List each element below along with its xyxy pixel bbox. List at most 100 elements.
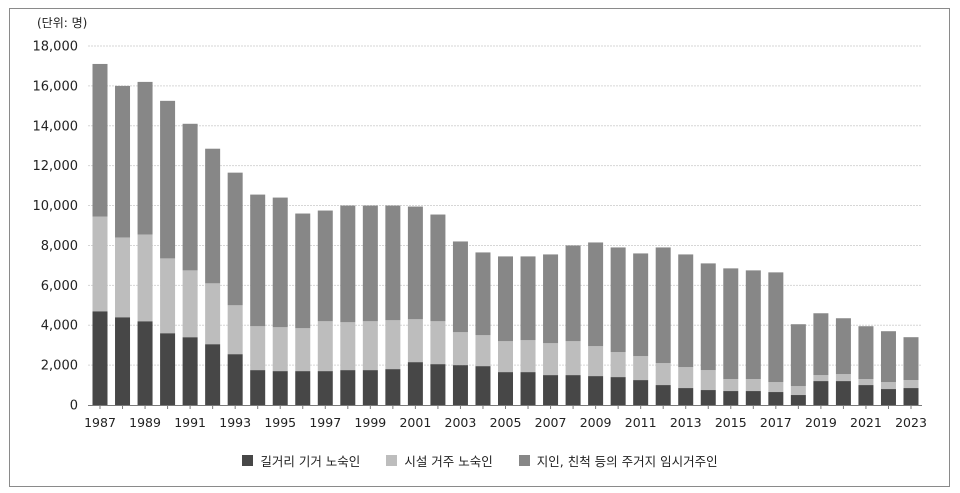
x-tick-label: 1999 (354, 415, 386, 430)
bar-series1-2010 (610, 352, 626, 378)
bar-series1-2023 (903, 380, 919, 389)
bar-series1-1988 (115, 237, 131, 318)
bar-series2-2017 (768, 272, 784, 383)
bar-series1-1995 (272, 327, 288, 372)
bar-series2-2006 (520, 256, 536, 341)
bar-series0-2023 (903, 388, 919, 405)
bar-series2-2004 (475, 252, 491, 336)
legend-item-street: 길거리 기거 노숙인 (242, 451, 360, 470)
bar-series2-1998 (340, 205, 356, 323)
bar-series2-2003 (452, 241, 468, 333)
bar-series2-1993 (227, 172, 243, 306)
bar-series0-2013 (678, 388, 694, 405)
y-tick-label: 10,000 (33, 199, 79, 214)
axes: 0 2,000 4,000 6,000 8,000 10,000 12,000 14,000 1… (33, 40, 927, 431)
bar-series2-1995 (272, 197, 288, 328)
x-tick-label: 1995 (264, 415, 296, 430)
bar-series0-1996 (295, 371, 311, 405)
x-tick-label: 2005 (490, 415, 522, 430)
bar-series1-1996 (295, 328, 311, 372)
x-tick-label: 2001 (399, 415, 431, 430)
bar-series1-1994 (250, 326, 266, 371)
bar-series2-2023 (903, 337, 919, 381)
bar-series1-2004 (475, 335, 491, 367)
bar-series1-2003 (452, 332, 468, 366)
x-tick-label: 2017 (760, 415, 792, 430)
unit-label: (단위: 명) (37, 16, 88, 30)
bar-series2-2011 (633, 253, 649, 357)
bar-series1-2015 (723, 379, 739, 392)
bar-series0-2009 (588, 376, 604, 405)
bar-series2-1996 (295, 213, 311, 329)
bar-series1-2002 (430, 321, 446, 365)
bar-series2-1988 (115, 85, 131, 238)
legend-swatch-facility (386, 454, 398, 466)
bar-series2-2007 (543, 254, 559, 344)
bar-series0-2020 (835, 381, 851, 405)
bar-series2-2013 (678, 254, 694, 368)
x-tick-label: 2019 (805, 415, 837, 430)
bar-series1-1993 (227, 305, 243, 355)
bar-series0-2010 (610, 377, 626, 405)
bar-series1-2012 (655, 363, 671, 386)
y-tick-label: 14,000 (33, 119, 79, 134)
legend-label-temporary: 지인, 친척 등의 주거지 임시거주인 (536, 453, 718, 469)
bar-series2-1992 (205, 148, 221, 284)
bar-series1-2016 (745, 379, 761, 392)
y-tick-label: 2,000 (41, 359, 78, 374)
bar-series1-1987 (92, 216, 108, 312)
bar-series2-2002 (430, 214, 446, 322)
bars (92, 63, 919, 405)
bar-series2-2005 (498, 256, 513, 342)
legend-item-temporary: 지인, 친척 등의 주거지 임시거주인 (518, 451, 718, 470)
legend-item-facility: 시설 거주 노숙인 (386, 451, 493, 470)
x-tick-label: 1989 (129, 415, 161, 430)
bar-series0-1988 (115, 317, 131, 405)
chart-frame (9, 8, 950, 487)
bar-series2-1994 (250, 194, 266, 327)
bar-series0-2022 (880, 389, 896, 405)
bar-series1-2021 (858, 379, 874, 386)
bar-series0-1991 (182, 337, 198, 405)
bar-series2-2000 (385, 205, 401, 321)
bar-series0-2018 (790, 395, 806, 405)
legend-swatch-street (242, 454, 254, 466)
bar-series0-1990 (160, 333, 176, 405)
bar-series0-2014 (700, 390, 716, 405)
legend-label-street: 길거리 기거 노숙인 (260, 453, 361, 469)
bar-series1-2007 (543, 343, 559, 376)
stacked-bar-chart: 0 2,000 4,000 6,000 8,000 10,000 12,000 14,000 1… (33, 40, 927, 431)
bar-series0-2001 (407, 362, 423, 405)
bar-series0-2003 (452, 365, 468, 405)
x-tick-label: 2007 (535, 415, 567, 430)
bar-series1-2008 (565, 341, 581, 376)
bar-series1-2013 (678, 367, 694, 389)
legend-label-facility: 시설 거주 노숙인 (404, 453, 493, 469)
bar-series1-2001 (407, 319, 423, 363)
y-tick-label: 4,000 (41, 319, 78, 334)
x-tick-label: 2021 (850, 415, 882, 430)
bar-series1-1989 (137, 234, 153, 322)
bar-series0-1999 (362, 370, 378, 405)
bar-series0-2008 (565, 375, 581, 405)
x-tick-label: 1991 (174, 415, 206, 430)
bar-series0-1993 (227, 354, 243, 405)
y-tick-label: 0 (70, 399, 78, 414)
bar-series2-1990 (160, 100, 176, 259)
x-tick-label: 2013 (670, 415, 702, 430)
bar-series2-2010 (610, 247, 626, 353)
bar-series0-2015 (723, 391, 739, 405)
bar-series1-1999 (362, 321, 378, 371)
bar-series2-2021 (858, 326, 874, 380)
bar-series2-2020 (835, 318, 851, 375)
bar-series1-1992 (205, 283, 221, 345)
bar-series0-2011 (633, 380, 649, 405)
bar-series1-2020 (835, 374, 851, 382)
bar-series2-1999 (362, 205, 378, 322)
bar-series0-2016 (745, 391, 761, 405)
bar-series2-1991 (182, 123, 198, 271)
bar-series0-2021 (858, 385, 874, 405)
bar-series2-1987 (92, 63, 108, 217)
bar-series1-2019 (813, 375, 829, 382)
x-tick-label: 2015 (715, 415, 747, 430)
